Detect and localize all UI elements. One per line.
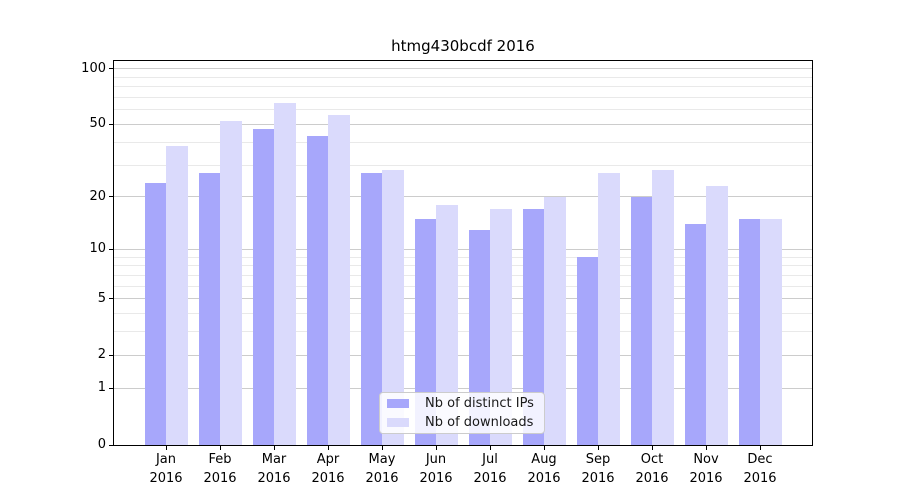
gridline-major <box>114 387 812 389</box>
x-tick-label: Feb 2016 <box>203 452 237 486</box>
bar-distinct-ips-mar-2016 <box>252 129 274 445</box>
x-tick <box>651 445 653 450</box>
y-tick-label: 0 <box>97 437 106 452</box>
bar-distinct-ips-dec-2016 <box>738 218 760 445</box>
y-tick <box>109 248 114 250</box>
bar-downloads-apr-2016 <box>328 115 350 445</box>
x-tick <box>165 445 167 450</box>
legend: Nb of distinct IPs Nb of downloads <box>379 392 545 434</box>
x-tick <box>759 445 761 450</box>
y-tick-label: 20 <box>89 188 106 204</box>
y-tick <box>109 444 114 446</box>
legend-label-downloads: Nb of downloads <box>425 415 534 430</box>
y-tick <box>109 68 114 70</box>
y-tick <box>109 196 114 198</box>
bar-downloads-jan-2016 <box>166 146 188 445</box>
gridline-minor <box>114 265 812 267</box>
legend-swatch-distinct-ips-icon <box>387 399 409 408</box>
x-tick <box>543 445 545 450</box>
gridline-minor <box>114 164 812 166</box>
bar-downloads-oct-2016 <box>652 170 674 445</box>
gridline-minor <box>114 256 812 258</box>
x-tick-label: Aug 2016 <box>527 452 561 486</box>
gridline-major <box>114 68 812 70</box>
x-tick <box>327 445 329 450</box>
x-tick <box>219 445 221 450</box>
bar-downloads-mar-2016 <box>274 103 296 445</box>
bar-downloads-aug-2016 <box>544 196 566 445</box>
gridline-major <box>114 196 812 198</box>
legend-label-distinct-ips: Nb of distinct IPs <box>425 396 534 411</box>
bar-distinct-ips-may-2016 <box>360 173 382 445</box>
x-tick-label: Nov 2016 <box>689 452 723 486</box>
x-tick-label: Jan 2016 <box>149 452 183 486</box>
y-tick-label: 1 <box>97 380 106 396</box>
x-tick-label: Sep 2016 <box>581 452 615 486</box>
bar-downloads-jul-2016 <box>490 209 512 445</box>
bar-distinct-ips-oct-2016 <box>630 196 652 445</box>
x-tick <box>381 445 383 450</box>
bar-downloads-feb-2016 <box>220 121 242 445</box>
x-tick-label: Mar 2016 <box>257 452 291 486</box>
legend-item-downloads: Nb of downloads <box>387 413 544 432</box>
gridline-major <box>114 248 812 250</box>
y-tick-label: 5 <box>97 290 106 306</box>
y-tick-label: 100 <box>81 60 106 76</box>
bar-downloads-nov-2016 <box>706 185 728 445</box>
chart-title: htmg430bcdf 2016 <box>391 37 535 55</box>
gridline-minor <box>114 109 812 111</box>
x-tick <box>489 445 491 450</box>
legend-swatch-downloads-icon <box>387 418 409 427</box>
x-tick <box>597 445 599 450</box>
gridline-minor <box>114 285 812 287</box>
bar-distinct-ips-feb-2016 <box>198 173 220 445</box>
gridline-major <box>114 298 812 300</box>
y-tick-label: 10 <box>89 241 106 257</box>
bar-distinct-ips-sep-2016 <box>576 257 598 445</box>
bar-distinct-ips-nov-2016 <box>684 224 706 445</box>
bar-downloads-jun-2016 <box>436 204 458 445</box>
gridline-major <box>114 354 812 356</box>
y-tick <box>109 387 114 389</box>
plot-frame <box>113 60 813 446</box>
x-tick-label: May 2016 <box>365 452 399 486</box>
bar-downloads-sep-2016 <box>598 173 620 445</box>
gridline-major <box>114 123 812 125</box>
y-tick <box>109 298 114 300</box>
bar-distinct-ips-jul-2016 <box>468 229 490 445</box>
x-tick-label: Jun 2016 <box>419 452 453 486</box>
legend-item-distinct-ips: Nb of distinct IPs <box>387 394 544 413</box>
bar-downloads-may-2016 <box>382 170 404 445</box>
bar-distinct-ips-jan-2016 <box>144 182 166 445</box>
y-tick <box>109 354 114 356</box>
bar-distinct-ips-apr-2016 <box>306 136 328 445</box>
x-tick <box>435 445 437 450</box>
bar-downloads-dec-2016 <box>760 218 782 445</box>
gridline-minor <box>114 141 812 143</box>
x-tick-label: Dec 2016 <box>743 452 777 486</box>
gridline-minor <box>114 86 812 88</box>
x-tick <box>705 445 707 450</box>
gridline-minor <box>114 274 812 276</box>
x-tick-label: Oct 2016 <box>635 452 669 486</box>
y-tick <box>109 123 114 125</box>
y-tick-label: 2 <box>97 347 106 363</box>
gridline-minor <box>114 76 812 78</box>
x-tick <box>273 445 275 450</box>
gridline-minor <box>114 313 812 315</box>
bar-distinct-ips-aug-2016 <box>522 209 544 445</box>
x-tick-label: Apr 2016 <box>311 452 345 486</box>
gridline-minor <box>114 96 812 98</box>
y-tick-label: 50 <box>89 116 106 132</box>
x-tick-label: Jul 2016 <box>473 452 507 486</box>
bar-distinct-ips-jun-2016 <box>414 218 436 445</box>
gridline-minor <box>114 331 812 333</box>
